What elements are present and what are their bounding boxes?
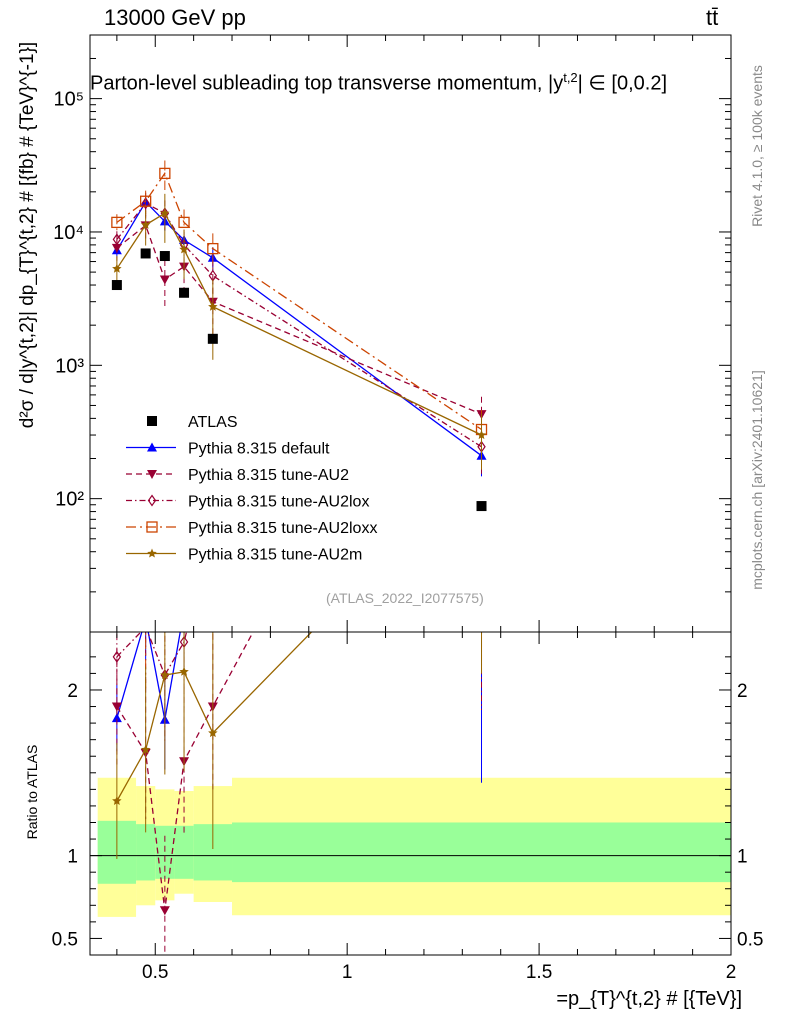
series-point — [112, 233, 122, 246]
series-line-0 — [116, 200, 482, 457]
main-series-lines — [111, 160, 488, 512]
uncertainty-band-green — [232, 822, 731, 883]
ratio-point — [179, 605, 189, 614]
ratio-bands — [90, 777, 731, 917]
data-point — [111, 280, 122, 291]
ratio-point — [112, 528, 122, 538]
axis-tick-labels: 0.5 1 1.5 2 10² 10³ 10⁴ 10⁵ 0.5 0.5 1 1 2 2 — [52, 89, 764, 983]
series-point — [207, 242, 219, 255]
y-tick-label: 10⁴ — [53, 222, 84, 244]
legend-marker — [146, 521, 158, 533]
axis-ticks — [90, 34, 732, 955]
legend-label: Pythia 8.315 tune-AU2lox — [188, 494, 369, 511]
ratio-point — [478, 556, 485, 566]
data-point — [159, 251, 170, 262]
series-point — [141, 197, 150, 210]
ratio-point — [141, 614, 151, 623]
ratio-y-tick-label: 1 — [67, 847, 78, 868]
rivet-label: Rivet 4.1.0, ≥ 100k events — [749, 65, 765, 227]
x-tick-label: 2 — [726, 962, 737, 983]
x-axis-label: =p_{T}^{t,2} # [{TeV}] — [556, 988, 742, 1010]
ratio-point — [111, 713, 122, 723]
ratio-y-tick-label-right: 1 — [737, 847, 748, 868]
series-point — [179, 244, 189, 254]
legend-label: Pythia 8.315 default — [188, 441, 330, 458]
ratio-point — [208, 728, 218, 738]
y-tick-label: 10² — [55, 489, 84, 511]
ratio-line-2 — [116, 632, 188, 677]
series-point — [178, 216, 190, 229]
data-point — [140, 248, 151, 259]
legend: ATLAS Pythia 8.315 default Pythia 8.315 tu… — [126, 414, 377, 564]
ratio-point — [159, 906, 170, 916]
series-point — [160, 208, 170, 218]
energy-label: 13000 GeV pp — [104, 5, 246, 30]
ratio-point — [144, 632, 147, 634]
series-line-2 — [116, 202, 482, 448]
ratio-line-0 — [116, 632, 181, 720]
chart-title: Parton-level subleading top transverse m… — [90, 70, 667, 96]
series-point — [476, 430, 487, 440]
ratio-y-tick-label-right: 0.5 — [737, 929, 763, 950]
ratio-y-tick-label: 0.5 — [52, 929, 78, 950]
series-point — [140, 219, 151, 229]
series-line-1 — [116, 224, 482, 415]
ratio-line-4 — [116, 632, 313, 802]
ratio-point — [160, 326, 170, 336]
process-label: tt̄ — [706, 5, 719, 30]
legend-label: ATLAS — [188, 414, 238, 431]
ratio-point — [111, 702, 122, 712]
uncertainty-band-green — [155, 825, 175, 879]
series-point — [208, 301, 218, 311]
data-point — [179, 287, 190, 298]
series-point — [159, 275, 170, 285]
legend-marker — [147, 442, 157, 452]
y-tick-label: 10³ — [55, 355, 84, 377]
legend-label: Pythia 8.315 tune-AU2m — [188, 547, 362, 564]
ratio-point — [477, 620, 487, 629]
uncertainty-band-green — [174, 825, 194, 879]
uncertainty-band-green — [136, 824, 156, 881]
legend-marker — [147, 494, 157, 507]
data-point — [207, 333, 218, 344]
ratio-frame — [89, 631, 732, 956]
ratio-point — [112, 650, 122, 663]
chart-title-sup: t,2 — [563, 70, 578, 85]
series-point — [111, 216, 123, 229]
legend-marker — [147, 416, 157, 426]
ratio-y-tick-label-right: 2 — [737, 681, 748, 702]
ratio-point — [179, 666, 189, 676]
series-line-4 — [116, 212, 482, 436]
x-tick-label: 0.5 — [142, 962, 168, 983]
series-point — [112, 263, 122, 273]
ratio-point — [141, 609, 151, 619]
y-axis-label: d²σ / d|y^{t,2}| dp_{T}^{t,2} # [{fb} # … — [17, 41, 38, 429]
y-tick-label: 10⁵ — [53, 89, 84, 111]
legend-label: Pythia 8.315 tune-AU2 — [188, 467, 349, 484]
ratio-y-tick-label: 2 — [67, 681, 78, 702]
ratio-point — [477, 206, 487, 215]
chart-title-range: | ∈ [0,0.2] — [577, 72, 667, 95]
axes-frame — [89, 34, 732, 956]
chart-title-text: Parton-level subleading top transverse m… — [90, 72, 554, 95]
ratio-point — [112, 796, 122, 805]
legend-marker — [147, 470, 157, 479]
mcplots-label: mcplots.cern.ch [arXiv:2401.10621] — [749, 370, 765, 590]
legend-label: Pythia 8.315 tune-AU2loxx — [188, 520, 377, 537]
x-tick-label: 1 — [342, 962, 353, 983]
ratio-point — [140, 744, 151, 754]
main-frame — [89, 34, 732, 633]
ratio-line-1 — [116, 632, 254, 911]
legend-marker — [147, 548, 157, 558]
ratio-point — [160, 670, 170, 680]
chart-title-y: y — [553, 72, 564, 95]
x-tick-label: 1.5 — [526, 962, 552, 983]
ratio-series-lines — [111, 206, 487, 955]
analysis-id: (ATLAS_2022_I2077575) — [326, 590, 484, 606]
data-point — [476, 501, 487, 512]
series-point — [159, 167, 171, 180]
series-point — [140, 195, 152, 207]
ratio-axis-label: Ratio to ATLAS — [24, 744, 40, 840]
